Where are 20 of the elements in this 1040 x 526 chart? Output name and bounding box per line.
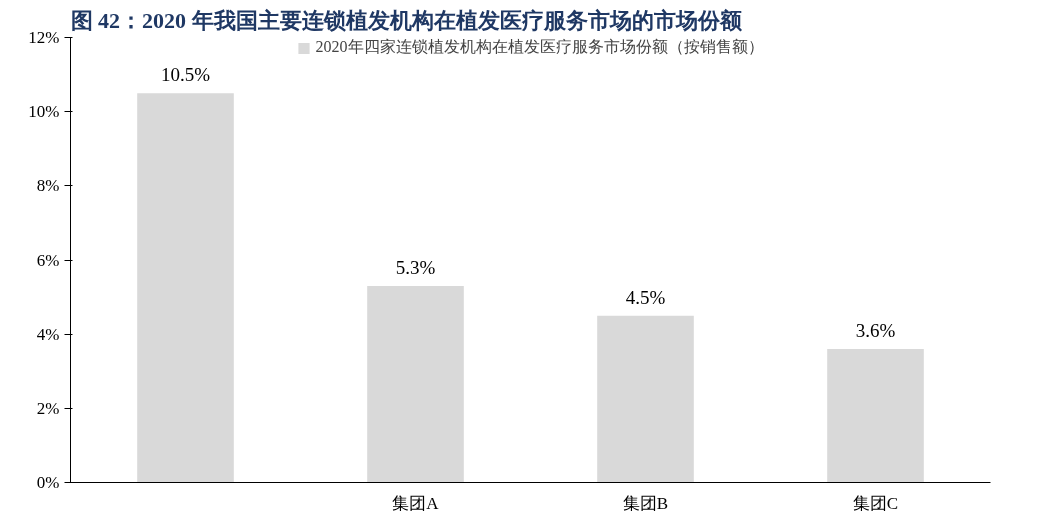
chart-title: 图 42：2020 年我国主要连锁植发机构在植发医疗服务市场的市场份额 [70, 7, 743, 33]
y-tick-label: 6% [36, 250, 60, 270]
y-tick-label: 0% [36, 473, 60, 492]
x-tick-label: 集团C [852, 493, 899, 513]
text: 5.3% [395, 256, 436, 278]
bar [597, 315, 694, 483]
text: 10.5% [160, 64, 211, 86]
y-tick-label: 4% [36, 324, 60, 344]
y-tick-label: 12% [28, 28, 60, 47]
bar [367, 285, 464, 483]
bar [137, 93, 234, 483]
bar [827, 349, 924, 483]
y-tick-label: 10% [28, 102, 60, 122]
legend-label: 2020年四家连锁植发机构在植发医疗服务市场份额（按销售额） [315, 37, 764, 57]
x-tick-label: 集团B [622, 493, 669, 513]
text: 4.5% [625, 286, 666, 308]
x-tick-label: 集团A [392, 493, 440, 513]
y-tick-label: 8% [36, 176, 60, 196]
text: 3.6% [855, 320, 896, 341]
y-tick-label: 2% [36, 398, 60, 418]
